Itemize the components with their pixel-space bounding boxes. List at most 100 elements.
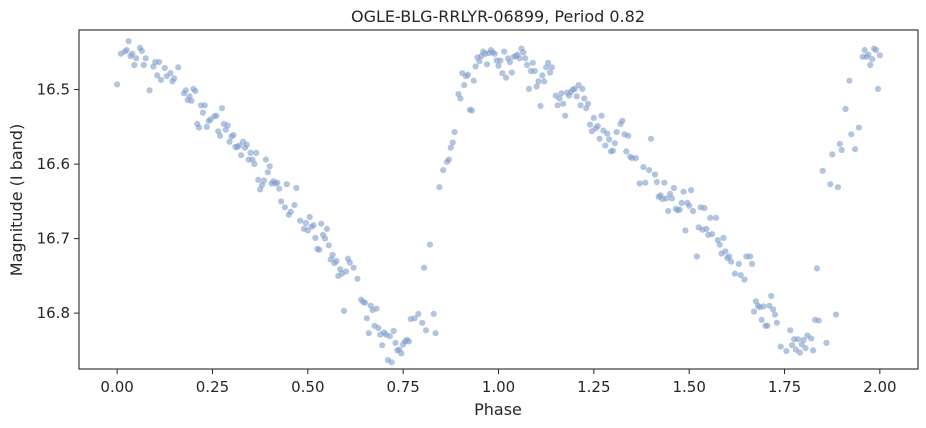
data-point bbox=[548, 64, 556, 71]
data-point bbox=[224, 122, 231, 129]
data-point bbox=[556, 95, 563, 102]
data-point bbox=[663, 195, 670, 202]
data-point bbox=[468, 107, 475, 114]
data-point bbox=[747, 253, 754, 260]
data-point bbox=[495, 62, 502, 69]
data-point bbox=[525, 85, 533, 92]
data-point bbox=[175, 64, 182, 71]
data-point bbox=[596, 135, 603, 142]
data-point bbox=[329, 251, 336, 259]
data-point bbox=[436, 184, 443, 191]
data-point bbox=[129, 50, 136, 57]
data-point bbox=[712, 214, 720, 221]
x-tick-label: 0.50 bbox=[291, 378, 324, 396]
data-point bbox=[579, 85, 586, 92]
data-point bbox=[422, 327, 430, 334]
x-tick-label: 2.00 bbox=[863, 378, 896, 396]
data-point bbox=[192, 88, 199, 95]
x-tick-label: 1.25 bbox=[577, 378, 610, 396]
data-point bbox=[590, 114, 597, 121]
data-point bbox=[642, 179, 649, 186]
data-point bbox=[201, 102, 208, 109]
data-point bbox=[842, 105, 849, 113]
data-point bbox=[722, 248, 729, 255]
data-point bbox=[819, 167, 826, 174]
data-point bbox=[678, 199, 685, 206]
data-point bbox=[703, 225, 710, 232]
x-tick-label: 0.75 bbox=[386, 378, 419, 396]
y-tick-label: 16.7 bbox=[37, 230, 70, 248]
data-point bbox=[796, 349, 803, 356]
data-point bbox=[709, 231, 716, 238]
data-point bbox=[581, 95, 588, 102]
data-point bbox=[157, 76, 165, 83]
data-point bbox=[522, 55, 529, 62]
data-points bbox=[114, 38, 884, 366]
data-point bbox=[577, 102, 584, 109]
data-point bbox=[161, 64, 168, 72]
data-point bbox=[787, 327, 794, 334]
data-point bbox=[340, 307, 348, 314]
data-point bbox=[800, 336, 807, 343]
data-point bbox=[262, 156, 269, 163]
plot-frame bbox=[78, 29, 919, 370]
data-point bbox=[520, 49, 527, 56]
data-point bbox=[535, 78, 542, 85]
x-tick-label: 1.75 bbox=[768, 378, 801, 396]
x-axis-ticks: 0.00 0.25 0.50 0.75 1.00 1.25 1.50 1.75 2.00 bbox=[100, 369, 897, 396]
data-point bbox=[255, 176, 262, 183]
data-point bbox=[693, 253, 700, 260]
data-point bbox=[415, 310, 422, 317]
data-point bbox=[619, 117, 626, 124]
data-point bbox=[651, 171, 659, 178]
data-point bbox=[365, 330, 372, 337]
data-point bbox=[506, 58, 513, 66]
data-point bbox=[445, 156, 452, 163]
data-point bbox=[342, 268, 350, 275]
data-point bbox=[834, 184, 842, 191]
data-point bbox=[318, 220, 325, 227]
data-point bbox=[632, 155, 639, 162]
data-point bbox=[771, 311, 779, 318]
y-tick-label: 16.5 bbox=[37, 81, 70, 99]
data-point bbox=[625, 132, 632, 139]
data-point bbox=[545, 59, 552, 66]
data-point bbox=[636, 180, 643, 187]
data-point bbox=[451, 129, 458, 136]
data-point bbox=[768, 292, 775, 300]
data-point bbox=[731, 270, 739, 277]
data-point bbox=[426, 241, 433, 248]
data-point bbox=[874, 85, 882, 92]
data-point bbox=[728, 258, 735, 265]
data-point bbox=[539, 72, 546, 79]
data-point bbox=[146, 87, 153, 94]
data-point bbox=[562, 112, 569, 119]
data-point bbox=[449, 139, 456, 146]
data-point bbox=[794, 336, 802, 343]
data-point bbox=[499, 70, 506, 77]
data-point bbox=[430, 310, 437, 317]
data-point bbox=[325, 242, 332, 249]
data-point bbox=[346, 259, 353, 266]
data-point bbox=[350, 264, 357, 271]
data-point bbox=[421, 264, 428, 271]
data-point bbox=[484, 61, 491, 68]
y-axis-label: Magnitude (I band) bbox=[7, 124, 26, 276]
data-point bbox=[602, 142, 609, 149]
data-point bbox=[419, 319, 426, 326]
data-point bbox=[373, 305, 380, 312]
data-point bbox=[867, 61, 874, 69]
data-point bbox=[379, 342, 386, 349]
data-point bbox=[253, 149, 260, 156]
data-point bbox=[720, 234, 727, 241]
data-point bbox=[457, 95, 464, 102]
data-point bbox=[861, 47, 868, 54]
data-point bbox=[623, 148, 630, 155]
data-point bbox=[440, 167, 447, 174]
data-point bbox=[274, 179, 281, 186]
data-point bbox=[236, 142, 243, 149]
data-point bbox=[682, 227, 689, 234]
data-point bbox=[611, 140, 618, 147]
data-point bbox=[802, 345, 809, 352]
data-point bbox=[156, 58, 163, 66]
